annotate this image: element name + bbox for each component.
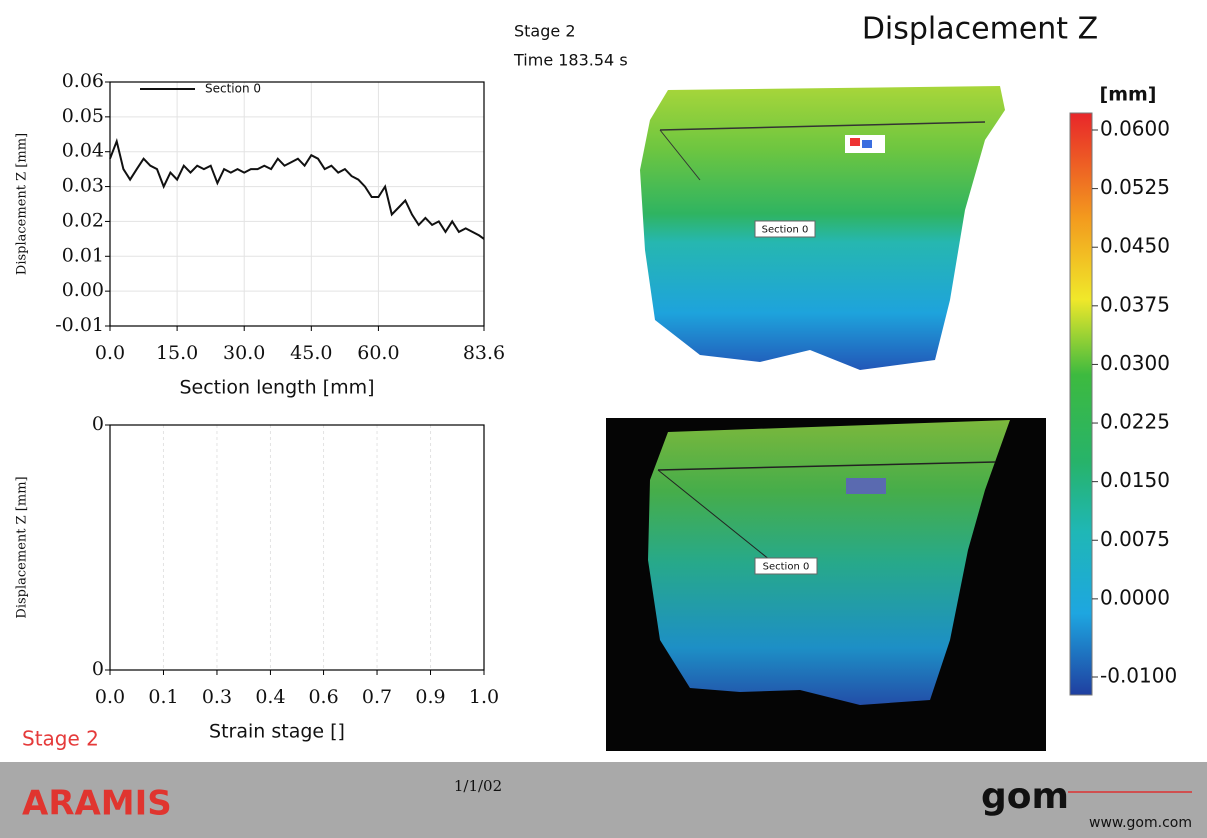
logo: gom — [981, 776, 1069, 817]
section-label: Section 0 — [762, 225, 809, 236]
x-tick-label: 60.0 — [357, 342, 399, 364]
colorbar-tick-label: 0.0150 — [1100, 468, 1170, 492]
x-tick-label: 30.0 — [223, 342, 265, 364]
map-bottom: Section 0 — [606, 418, 1046, 751]
y-tick-label: 0.04 — [62, 140, 104, 162]
plot-frame — [109, 424, 485, 671]
y-tick-label: 0.00 — [62, 279, 104, 301]
colorbar-tick-label: 0.0075 — [1100, 527, 1170, 551]
colorbar: [mm] 0.0600 0.0525 0.0450 0.0375 0.0300 0.022… — [1069, 84, 1177, 696]
section-label: Section 0 — [763, 562, 810, 573]
x-tick-label: 0.9 — [415, 686, 445, 708]
stage: Stage 2 — [514, 22, 576, 41]
y-tick-label: 0 — [92, 658, 104, 680]
y-axis-label: Displacement Z [mm] — [15, 133, 30, 275]
colorbar-tick-label: 0.0525 — [1100, 175, 1170, 199]
colorbar-tick-label: 0.0375 — [1100, 292, 1170, 316]
x-tick-label: 0.6 — [308, 686, 338, 708]
y-tick-label: 0 — [92, 413, 104, 435]
colorbar-tick-label: 0.0300 — [1100, 351, 1170, 375]
footer-bar — [0, 762, 1207, 838]
x-tick-label: 83.6 — [463, 342, 505, 364]
x-tick-label: 0.7 — [362, 686, 392, 708]
colorbar-tick-label: 0.0600 — [1100, 117, 1170, 141]
colorbar-tick-label: 0.0450 — [1100, 234, 1170, 258]
colorbar-tick-label: -0.0100 — [1100, 664, 1177, 688]
y-tick-label: 0.06 — [62, 70, 104, 92]
x-axis-label: Section length [mm] — [179, 377, 374, 399]
x-tick-label: 0.4 — [255, 686, 285, 708]
y-tick-label: 0.01 — [62, 244, 104, 266]
colorbar-gradient — [1069, 112, 1093, 696]
x-tick-label: 45.0 — [290, 342, 332, 364]
url: www.gom.com — [1089, 815, 1192, 831]
footer: ARAMIS 1/1/02 gom www.gom.com — [0, 762, 1207, 838]
plot-frame — [109, 81, 485, 327]
x-tick-label: 0.3 — [202, 686, 232, 708]
y-tick-label: -0.01 — [55, 314, 104, 336]
y-axis-label: Displacement Z [mm] — [15, 476, 30, 618]
y-tick-label: 0.02 — [62, 209, 104, 231]
x-axis-label: Strain stage [] — [209, 721, 345, 743]
stage-label: Stage 2 — [22, 727, 99, 751]
time: Time 183.54 s — [513, 51, 628, 70]
x-tick-label: 0.0 — [95, 342, 125, 364]
x-tick-label: 1.0 — [469, 686, 499, 708]
y-tick-label: 0.03 — [62, 175, 104, 197]
series-line — [109, 137, 485, 240]
y-tick-label: 0.05 — [62, 105, 104, 127]
map-top: Section 0 — [640, 86, 1005, 370]
colorbar-unit: [mm] — [1100, 84, 1157, 106]
title: Displacement Z — [862, 12, 1098, 47]
legend-label: Section 0 — [205, 82, 261, 96]
colorbar-tick-label: 0.0225 — [1100, 410, 1170, 434]
x-tick-label: 0.0 — [95, 686, 125, 708]
brand: ARAMIS — [22, 784, 172, 824]
x-tick-label: 15.0 — [156, 342, 198, 364]
x-tick-label: 0.1 — [148, 686, 178, 708]
colorbar-tick-label: 0.0000 — [1100, 585, 1170, 609]
date: 1/1/02 — [454, 777, 502, 795]
